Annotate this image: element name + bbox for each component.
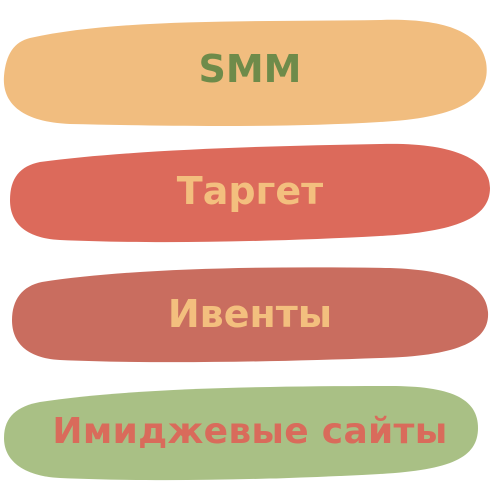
brush-stroke-events — [12, 267, 489, 363]
brush-stroke-target — [10, 143, 490, 243]
label-events: Ивенты — [167, 292, 333, 336]
label-smm: SMM — [198, 47, 302, 91]
brush-stroke-smm — [3, 19, 487, 127]
label-image-sites: Имиджевые сайты — [52, 411, 448, 452]
brush-stroke-image-sites — [4, 386, 478, 481]
label-target: Таргет — [176, 169, 324, 213]
